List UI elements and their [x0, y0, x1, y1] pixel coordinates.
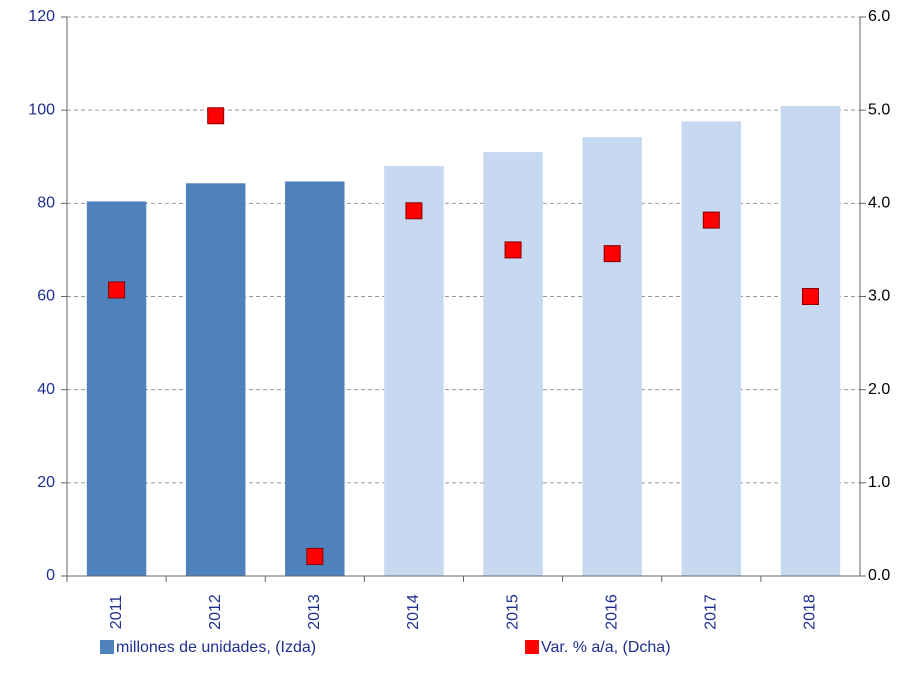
y-tick-label: 0	[46, 567, 55, 584]
legend-label: Var. % a/a, (Dcha)	[541, 639, 671, 656]
bar	[86, 201, 147, 576]
x-tick-label: 2011	[108, 595, 125, 630]
x-tick-label: 2012	[207, 594, 224, 630]
x-tick-label: 2018	[802, 594, 819, 630]
y-tick-label: 40	[37, 381, 55, 398]
y2-tick-label: 6.0	[868, 8, 890, 25]
marker	[306, 547, 324, 565]
y2-tick-label: 1.0	[868, 474, 890, 491]
marker	[801, 288, 819, 305]
x-tick-label: 2017	[703, 594, 720, 630]
y2-tick-label: 0.0	[868, 567, 890, 584]
x-tick-label: 2015	[504, 594, 521, 630]
bar	[483, 152, 543, 576]
y-tick-label: 20	[37, 474, 55, 491]
y2-tick-label: 4.0	[868, 195, 890, 212]
marker	[207, 107, 225, 125]
y2-tick-label: 5.0	[868, 101, 890, 118]
marker	[108, 281, 126, 299]
y-tick-label: 60	[37, 288, 55, 305]
bar	[285, 181, 345, 577]
bar	[582, 137, 642, 576]
legend-swatch	[100, 640, 114, 654]
marker	[504, 241, 522, 259]
y-tick-label: 100	[28, 101, 55, 118]
bar	[185, 183, 246, 577]
y-tick-label: 120	[28, 8, 55, 25]
marker	[702, 211, 720, 229]
bar	[780, 105, 841, 576]
bar	[681, 121, 742, 576]
x-tick-label: 2016	[603, 594, 620, 630]
legend-swatch	[525, 640, 539, 654]
x-tick-label: 2014	[405, 594, 422, 630]
marker	[603, 245, 621, 263]
bar	[384, 166, 444, 577]
x-tick-label: 2013	[306, 594, 323, 630]
legend-label: millones de unidades, (Izda)	[116, 639, 316, 656]
y-tick-label: 80	[37, 195, 55, 212]
marker	[405, 202, 423, 220]
y2-tick-label: 3.0	[868, 288, 890, 305]
y2-tick-label: 2.0	[868, 381, 890, 398]
